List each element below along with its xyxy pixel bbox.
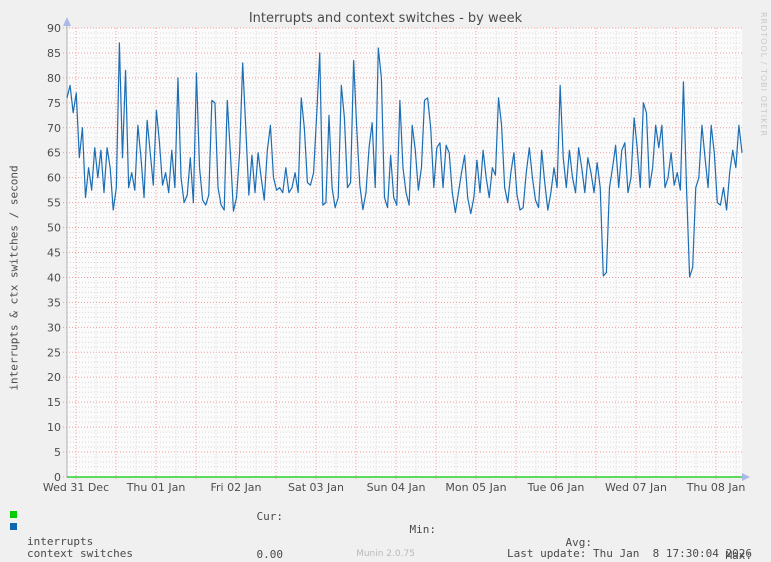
legend-header-row: Cur: Min: Avg: Max:	[0, 497, 771, 562]
svg-text:55: 55	[47, 197, 61, 210]
legend-row-context-switches: context switches 57.13 36.86 62.05 115.2…	[0, 521, 771, 562]
legend-label-context-switches: context switches	[27, 547, 133, 560]
x-tick-labels: Wed 31 Dec Thu 01 Jan Fri 02 Jan Sat 03 Jan…	[43, 481, 745, 494]
chart-canvas: 0 5 10 15 20 25 30 35 40 45 50 55 60 65 70 75 80 85 90 Wed …	[43, 17, 750, 494]
legend-col-min: Min:	[409, 523, 437, 536]
last-update-text: Last update: Thu Jan 8 17:30:04 2026	[506, 547, 752, 560]
legend-swatch-context-switches	[10, 523, 17, 530]
svg-text:Wed 31 Dec: Wed 31 Dec	[43, 481, 109, 494]
svg-text:Mon 05 Jan: Mon 05 Jan	[445, 481, 506, 494]
axis-arrows	[63, 17, 750, 481]
legend-col-cur: Cur:	[256, 510, 284, 523]
svg-text:Sat 03 Jan: Sat 03 Jan	[288, 481, 344, 494]
svg-text:Fri 02 Jan: Fri 02 Jan	[210, 481, 261, 494]
svg-text:50: 50	[47, 222, 61, 235]
svg-text:45: 45	[47, 247, 61, 260]
svg-text:10: 10	[47, 421, 61, 434]
munin-version: Munin 2.0.75	[356, 549, 415, 559]
y-tick-labels: 0 5 10 15 20 25 30 35 40 45 50 55 60 65 70 75 80 85 90	[47, 22, 61, 484]
svg-text:0: 0	[54, 471, 61, 484]
svg-text:Wed 07 Jan: Wed 07 Jan	[605, 481, 667, 494]
legend-row-interrupts: interrupts 0.00 0.00 0.00 0.00	[0, 509, 771, 562]
svg-text:60: 60	[47, 172, 61, 185]
svg-text:Tue 06 Jan: Tue 06 Jan	[527, 481, 585, 494]
svg-text:90: 90	[47, 22, 61, 35]
svg-text:35: 35	[47, 296, 61, 309]
legend-col-max: Max:	[725, 549, 753, 562]
svg-text:5: 5	[54, 446, 61, 459]
legend-col-avg: Avg:	[565, 536, 593, 549]
svg-text:Thu 01 Jan: Thu 01 Jan	[126, 481, 186, 494]
svg-text:Sun 04 Jan: Sun 04 Jan	[367, 481, 426, 494]
legend-swatch-interrupts	[10, 511, 17, 518]
chart-title: Interrupts and context switches - by wee…	[248, 11, 523, 26]
svg-text:20: 20	[47, 371, 61, 384]
svg-text:70: 70	[47, 122, 61, 135]
series-context-switches	[66, 42, 743, 278]
stat-context-switches-cur: 57.13	[250, 560, 283, 562]
last-update-row: Last update: Thu Jan 8 17:30:04 2026	[0, 534, 771, 560]
svg-text:75: 75	[47, 97, 61, 110]
svg-text:15: 15	[47, 396, 61, 409]
stat-interrupts-cur: 0.00	[256, 548, 284, 561]
svg-text:85: 85	[47, 47, 61, 60]
svg-text:Thu 08 Jan: Thu 08 Jan	[686, 481, 746, 494]
svg-text:30: 30	[47, 321, 61, 334]
svg-text:40: 40	[47, 271, 61, 284]
svg-text:80: 80	[47, 72, 61, 85]
rrdtool-watermark: RRDTOOL / TOBI OETIKER	[759, 12, 768, 138]
legend-label-interrupts: interrupts	[27, 535, 94, 548]
svg-text:25: 25	[47, 346, 61, 359]
svg-text:65: 65	[47, 147, 61, 160]
